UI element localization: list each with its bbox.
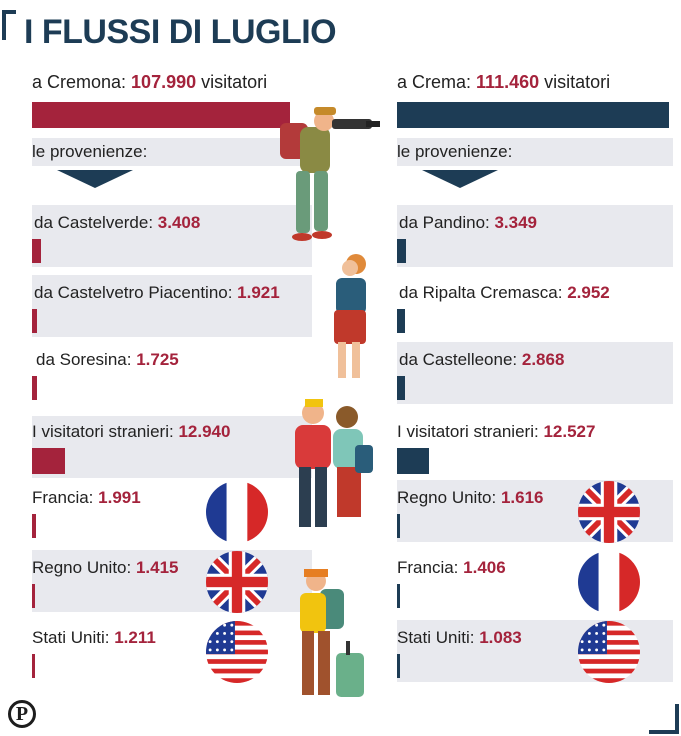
cremona-origin-value-2: 1.725 — [136, 350, 179, 369]
cremona-headline: a Cremona: 107.990 visitatori — [32, 72, 267, 93]
cremona-country-label-1: Regno Unito: 1.415 — [32, 558, 179, 578]
cremona-origin-strip-0 — [32, 205, 312, 267]
cremona-down-arrow — [57, 170, 133, 188]
cremona-headline-prefix: a Cremona: — [32, 72, 132, 92]
crema-country-label-0: Regno Unito: 1.616 — [397, 488, 544, 508]
crema-origin-label-1: da Ripalta Cremasca: 2.952 — [399, 283, 610, 303]
tourist-traveler-illustration — [300, 569, 364, 697]
crema-country-value-1: 1.406 — [463, 558, 506, 577]
cremona-total-bar — [32, 102, 290, 128]
crema-foreign-value: 12.527 — [543, 422, 596, 441]
crema-country-bar-2 — [397, 654, 400, 678]
cremona-country-value-2: 1.211 — [114, 628, 156, 647]
cremona-country-name-1: Regno Unito: — [32, 558, 136, 577]
crema-down-arrow — [422, 170, 498, 188]
crema-origin-value-0: 3.349 — [494, 213, 538, 232]
cremona-country-label-0: Francia: 1.991 — [32, 488, 141, 508]
cremona-foreign-value: 12.940 — [178, 422, 231, 441]
cremona-origin-value-0: 3.408 — [157, 213, 201, 232]
cremona-origin-value-1: 1.921 — [237, 283, 280, 302]
cremona-country-bar-2 — [32, 654, 35, 678]
page-title: I FLUSSI DI LUGLIO — [24, 13, 337, 51]
cremona-country-bar-1 — [32, 584, 35, 608]
cremona-total-suffix: visitatori — [196, 72, 268, 92]
crema-foreign-name: I visitatori stranieri: — [397, 422, 544, 441]
crema-total-bar — [397, 102, 669, 128]
cremona-origin-bar-0 — [32, 239, 41, 263]
crema-origin-name-2: da Castelleone: — [399, 350, 522, 369]
crema-origin-value-2: 2.868 — [521, 350, 565, 369]
crema-origin-name-1: da Ripalta Cremasca: — [399, 283, 568, 302]
crema-country-name-2: Stati Uniti: — [397, 628, 480, 647]
cremona-uk-flag-icon-1 — [206, 551, 268, 613]
cremona-origin-bar-1 — [32, 309, 37, 333]
cremona-provenienze-strip — [32, 138, 312, 166]
cremona-origin-name-2: da Soresina: — [36, 350, 137, 369]
cremona-country-name-0: Francia: — [32, 488, 99, 507]
cremona-provenienze-label: le provenienze: — [32, 142, 148, 161]
crema-origin-strip-2 — [397, 342, 673, 404]
cremona-origin-bar-2 — [32, 376, 37, 400]
tourist-couple-illustration — [295, 399, 373, 527]
crema-usa-flag-icon-2 — [578, 621, 640, 683]
cremona-country-bar-0 — [32, 514, 36, 538]
crema-foreign-bar — [397, 448, 429, 474]
cremona-origin-name-0: da Castelverde: — [34, 213, 158, 232]
crema-origin-label-2: da Castelleone: 2.868 — [399, 350, 564, 370]
cremona-origin-label-0: da Castelverde: 3.408 — [34, 213, 200, 233]
corner-bracket-top-left — [2, 10, 16, 40]
cremona-total-value: 107.990 — [131, 72, 197, 92]
crema-origin-label-0: da Pandino: 3.349 — [399, 213, 537, 233]
crema-foreign-label: I visitatori stranieri: 12.527 — [397, 422, 595, 442]
corner-bracket-bottom-right — [649, 704, 679, 734]
crema-origin-strip-0 — [397, 205, 673, 267]
crema-france-flag-icon-1 — [578, 551, 640, 613]
cremona-foreign-strip — [32, 416, 312, 478]
cremona-origin-label-2: da Soresina: 1.725 — [36, 350, 179, 370]
publisher-logo: P — [8, 700, 36, 728]
cremona-foreign-bar — [32, 448, 65, 474]
crema-origin-name-0: da Pandino: — [399, 213, 495, 232]
cremona-foreign-name: I visitatori stranieri: — [32, 422, 179, 441]
crema-origin-bar-0 — [397, 239, 406, 263]
crema-provenienze-strip — [397, 138, 673, 166]
cremona-origin-name-1: da Castelvetro Piacentino: — [34, 283, 238, 302]
crema-country-value-2: 1.083 — [479, 628, 522, 647]
crema-total-suffix: visitatori — [539, 72, 611, 92]
crema-country-bar-1 — [397, 584, 400, 608]
crema-origin-bar-2 — [397, 376, 405, 400]
crema-headline: a Crema: 111.460 visitatori — [397, 72, 610, 93]
crema-provenienze-label: le provenienze: — [397, 142, 513, 161]
crema-country-label-2: Stati Uniti: 1.083 — [397, 628, 522, 648]
crema-uk-flag-icon-0 — [578, 481, 640, 543]
crema-origin-bar-1 — [397, 309, 405, 333]
crema-country-name-0: Regno Unito: — [397, 488, 501, 507]
cremona-country-label-2: Stati Uniti: 1.211 — [32, 628, 156, 648]
cremona-country-value-1: 1.415 — [135, 558, 179, 577]
cremona-usa-flag-icon-2 — [206, 621, 268, 683]
crema-country-value-0: 1.616 — [500, 488, 544, 507]
crema-country-bar-0 — [397, 514, 400, 538]
cremona-origin-label-1: da Castelvetro Piacentino: 1.921 — [34, 283, 280, 303]
crema-country-label-1: Francia: 1.406 — [397, 558, 506, 578]
cremona-country-name-2: Stati Uniti: — [32, 628, 115, 647]
cremona-france-flag-icon-0 — [206, 481, 268, 543]
tourist-photographer-illustration — [280, 107, 380, 241]
crema-origin-value-1: 2.952 — [567, 283, 610, 302]
crema-country-name-1: Francia: — [397, 558, 464, 577]
cremona-foreign-label: I visitatori stranieri: 12.940 — [32, 422, 230, 442]
cremona-origin-strip-1 — [32, 275, 312, 337]
crema-headline-prefix: a Crema: — [397, 72, 477, 92]
cremona-country-value-0: 1.991 — [98, 488, 141, 507]
tourist-woman-illustration — [334, 254, 366, 378]
crema-total-value: 111.460 — [476, 72, 540, 92]
